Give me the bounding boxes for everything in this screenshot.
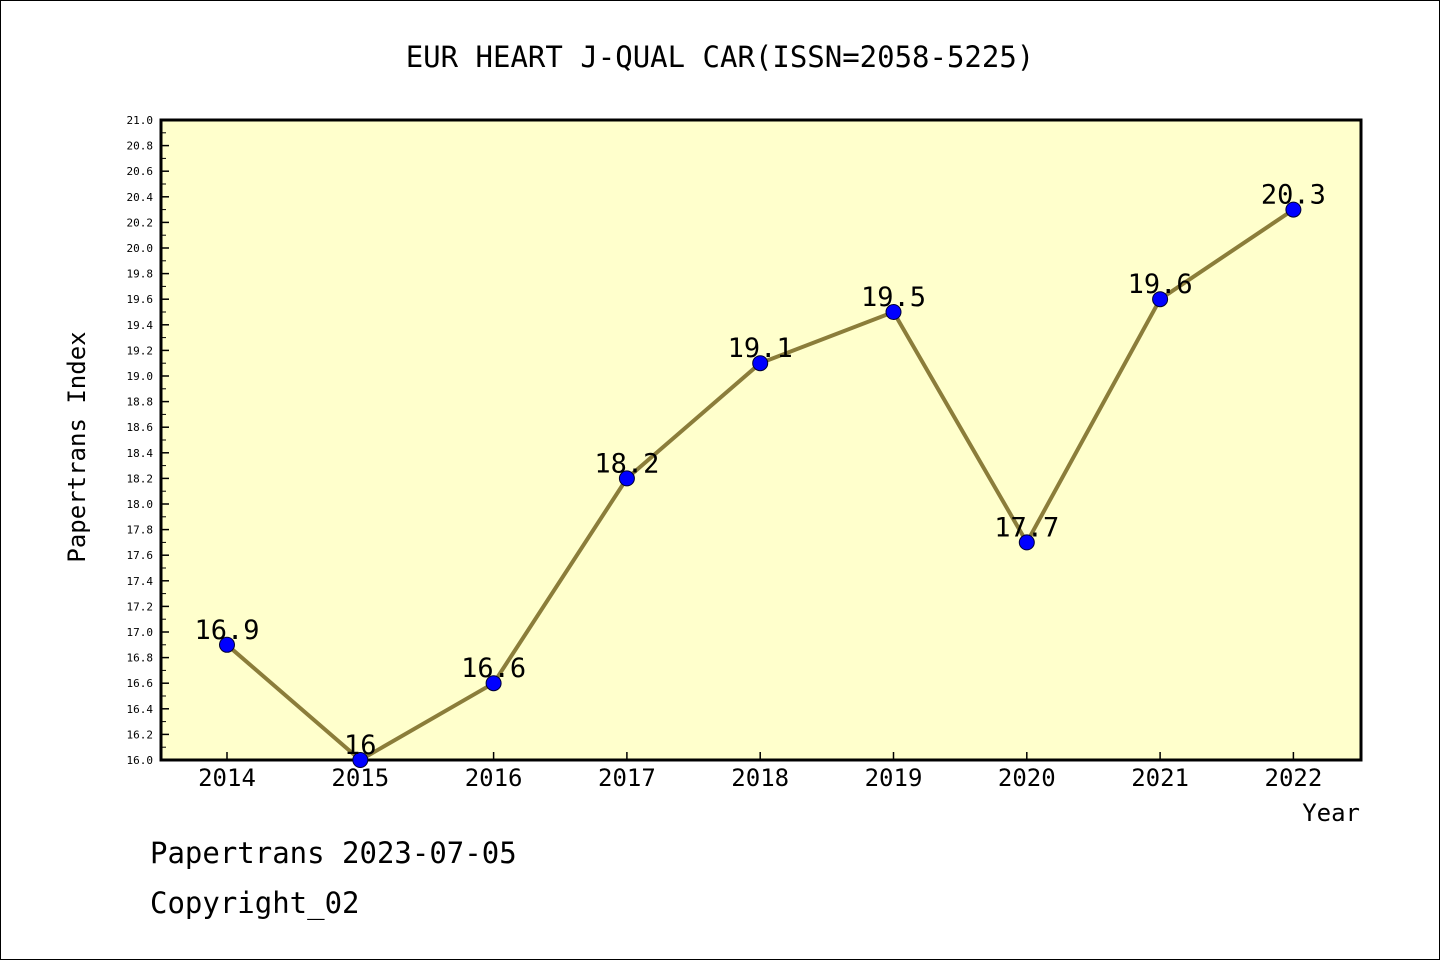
x-axis-label: Year bbox=[1302, 799, 1360, 827]
y-tick-label: 16.2 bbox=[127, 728, 154, 741]
y-tick-label: 16.4 bbox=[127, 703, 154, 716]
x-tick-label: 2017 bbox=[598, 764, 656, 792]
y-tick-label: 19.8 bbox=[127, 268, 154, 281]
y-tick-label: 18.0 bbox=[127, 498, 154, 511]
data-label: 19.6 bbox=[1128, 269, 1193, 300]
y-tick-label: 20.2 bbox=[127, 216, 154, 229]
data-point-marker bbox=[752, 355, 769, 372]
y-tick-label: 18.6 bbox=[127, 421, 154, 434]
x-tick-label: 2020 bbox=[998, 764, 1056, 792]
x-tick-label: 2016 bbox=[465, 764, 523, 792]
y-tick-label: 16.8 bbox=[127, 652, 154, 665]
y-axis: 16.0 16.2 16.4 16.6 16.8 17.0 17.2 17.4 17.6 17.8… bbox=[127, 114, 169, 767]
y-tick-label: 19.0 bbox=[127, 370, 154, 383]
data-point-marker bbox=[1018, 534, 1035, 551]
y-tick-label: 17.2 bbox=[127, 600, 154, 613]
x-tick-label: 2018 bbox=[731, 764, 789, 792]
y-tick-label: 19.2 bbox=[127, 344, 154, 357]
x-tick-label: 2015 bbox=[331, 764, 389, 792]
chart-title: EUR HEART J-QUAL CAR(ISSN=2058-5225) bbox=[406, 40, 1035, 74]
y-tick-label: 17.4 bbox=[127, 575, 154, 588]
y-tick-label: 17.6 bbox=[127, 549, 154, 562]
x-axis: 2014 2015 2016 2017 2018 2019 2020 2021 2022 bbox=[198, 752, 1322, 792]
y-tick-label: 17.0 bbox=[127, 626, 154, 639]
y-tick-label: 20.8 bbox=[127, 140, 154, 153]
y-tick-label: 18.4 bbox=[127, 447, 154, 460]
x-tick-label: 2014 bbox=[198, 764, 256, 792]
data-point-marker bbox=[485, 675, 502, 692]
plot-area bbox=[159, 118, 1363, 762]
data-label: 16.9 bbox=[194, 615, 259, 646]
y-tick-label: 20.0 bbox=[127, 242, 154, 255]
y-tick-label: 18.2 bbox=[127, 472, 154, 485]
footer-date-text: Papertrans 2023-07-05 bbox=[150, 836, 517, 870]
x-tick-label: 2022 bbox=[1265, 764, 1323, 792]
data-labels: 16.9 16 16.6 18.2 19.1 19.5 17.7 19.6 20.3 bbox=[194, 180, 1325, 761]
y-tick-label: 18.8 bbox=[127, 396, 154, 409]
y-tick-label: 20.4 bbox=[127, 191, 154, 204]
x-tick-label: 2021 bbox=[1131, 764, 1189, 792]
data-label: 16 bbox=[344, 730, 377, 761]
y-tick-label: 17.8 bbox=[127, 524, 154, 537]
y-axis-label: Papertrans Index bbox=[63, 331, 91, 562]
data-label: 19.1 bbox=[728, 333, 793, 364]
y-tick-label: 21.0 bbox=[127, 114, 154, 127]
y-tick-label: 20.6 bbox=[127, 165, 154, 178]
data-point-marker bbox=[1285, 201, 1302, 218]
y-tick-label: 16.0 bbox=[127, 754, 154, 767]
footer-copyright-text: Copyright_02 bbox=[150, 886, 360, 920]
data-label: 18.2 bbox=[594, 448, 659, 479]
data-point-marker bbox=[219, 636, 235, 653]
data-point-marker bbox=[885, 304, 902, 320]
y-tick-label: 16.6 bbox=[127, 677, 154, 690]
data-label: 20.3 bbox=[1261, 180, 1326, 211]
data-point-marker bbox=[1152, 291, 1169, 308]
x-tick-label: 2019 bbox=[865, 764, 923, 792]
y-tick-label: 19.4 bbox=[127, 319, 154, 332]
data-label: 16.6 bbox=[461, 653, 526, 684]
y-tick-label: 19.6 bbox=[127, 293, 154, 306]
data-label: 17.7 bbox=[994, 512, 1059, 543]
data-point-marker bbox=[618, 470, 635, 487]
series-markers bbox=[219, 201, 1302, 768]
data-label: 19.5 bbox=[861, 282, 926, 313]
data-point-marker bbox=[352, 752, 369, 768]
